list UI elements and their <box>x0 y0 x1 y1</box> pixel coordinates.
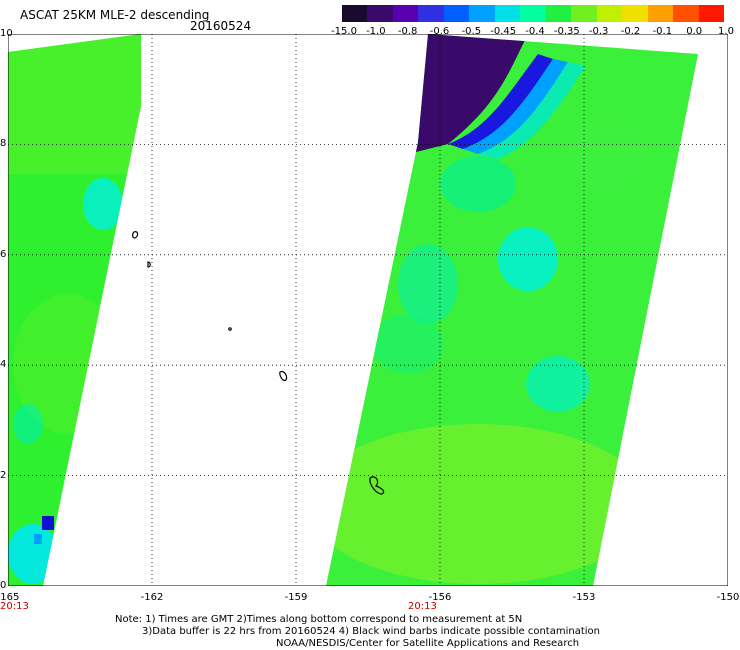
colorbar-swatch <box>545 5 572 22</box>
colorbar-swatch <box>342 5 368 22</box>
colorbar-swatch <box>469 5 495 22</box>
colorbar-label: -0.6 <box>429 26 450 37</box>
colorbar-label: -0.3 <box>588 26 609 37</box>
coastlines <box>132 231 385 495</box>
x-tick-label: -162 <box>140 592 164 603</box>
colorbar-label: -0.1 <box>652 26 673 37</box>
colorbar-label: -0.45 <box>490 26 517 37</box>
colorbar-swatch <box>494 5 521 22</box>
y-tick-label: 10 <box>0 28 13 39</box>
colorbar-label: -0.2 <box>620 26 641 37</box>
y-tick-label: 0 <box>0 580 7 591</box>
east-swath <box>326 34 698 586</box>
east-swath-time: 20:13 <box>408 601 437 612</box>
grid-lines <box>8 34 728 586</box>
note-line-3: NOAA/NESDIS/Center for Satellite Applica… <box>276 638 580 649</box>
colorbar-label: 0.0 <box>686 26 703 37</box>
colorbar-label: 1.0 <box>718 26 734 37</box>
colorbar-swatch <box>367 5 393 22</box>
y-tick-label: 8 <box>0 138 7 150</box>
x-tick-label: -153 <box>572 592 596 603</box>
x-tick-label: -159 <box>284 592 308 603</box>
note-line-2: 3)Data buffer is 22 hrs from 20160524 4)… <box>142 626 600 637</box>
colorbar <box>342 5 725 22</box>
colorbar-labels: -15.0 -1.0 -0.8 -0.6 -0.5 -0.45 -0.4 -0.35 -0.3-… <box>331 26 736 38</box>
colorbar-swatch <box>647 5 674 22</box>
y-tick-label: 4 <box>0 359 7 371</box>
colorbar-swatch <box>520 5 546 22</box>
x-tick-label: -150 <box>716 592 740 603</box>
colorbar-swatch <box>392 5 419 22</box>
colorbar-swatch <box>622 5 648 22</box>
colorbar-label: -15.0 <box>331 26 357 37</box>
map-plot <box>8 34 728 586</box>
x-tick-label: -156 <box>428 592 452 603</box>
colorbar-label: -0.5 <box>461 26 482 37</box>
colorbar-label: -0.4 <box>525 26 545 37</box>
colorbar-label: -0.8 <box>397 26 418 37</box>
colorbar-swatch <box>596 5 623 22</box>
colorbar-label: -1.0 <box>366 26 386 37</box>
west-swath-time: 20:13 <box>0 601 29 612</box>
note-line-1: Note: 1) Times are GMT 2)Times along bot… <box>115 614 523 625</box>
colorbar-swatch <box>698 5 725 22</box>
colorbar-swatch <box>443 5 470 22</box>
colorbar-label: -0.35 <box>553 26 580 37</box>
x-tick-label: -165 <box>0 592 20 603</box>
colorbar-swatch <box>673 5 699 22</box>
map-title: ASCAT 25KM MLE-2 descending <box>20 8 210 22</box>
west-swath <box>8 34 141 586</box>
y-tick-label: 6 <box>0 248 7 260</box>
map-date: 20160524 <box>190 19 252 33</box>
colorbar-swatch <box>571 5 597 22</box>
y-tick-label: 2 <box>0 469 7 481</box>
colorbar-swatch <box>418 5 444 22</box>
